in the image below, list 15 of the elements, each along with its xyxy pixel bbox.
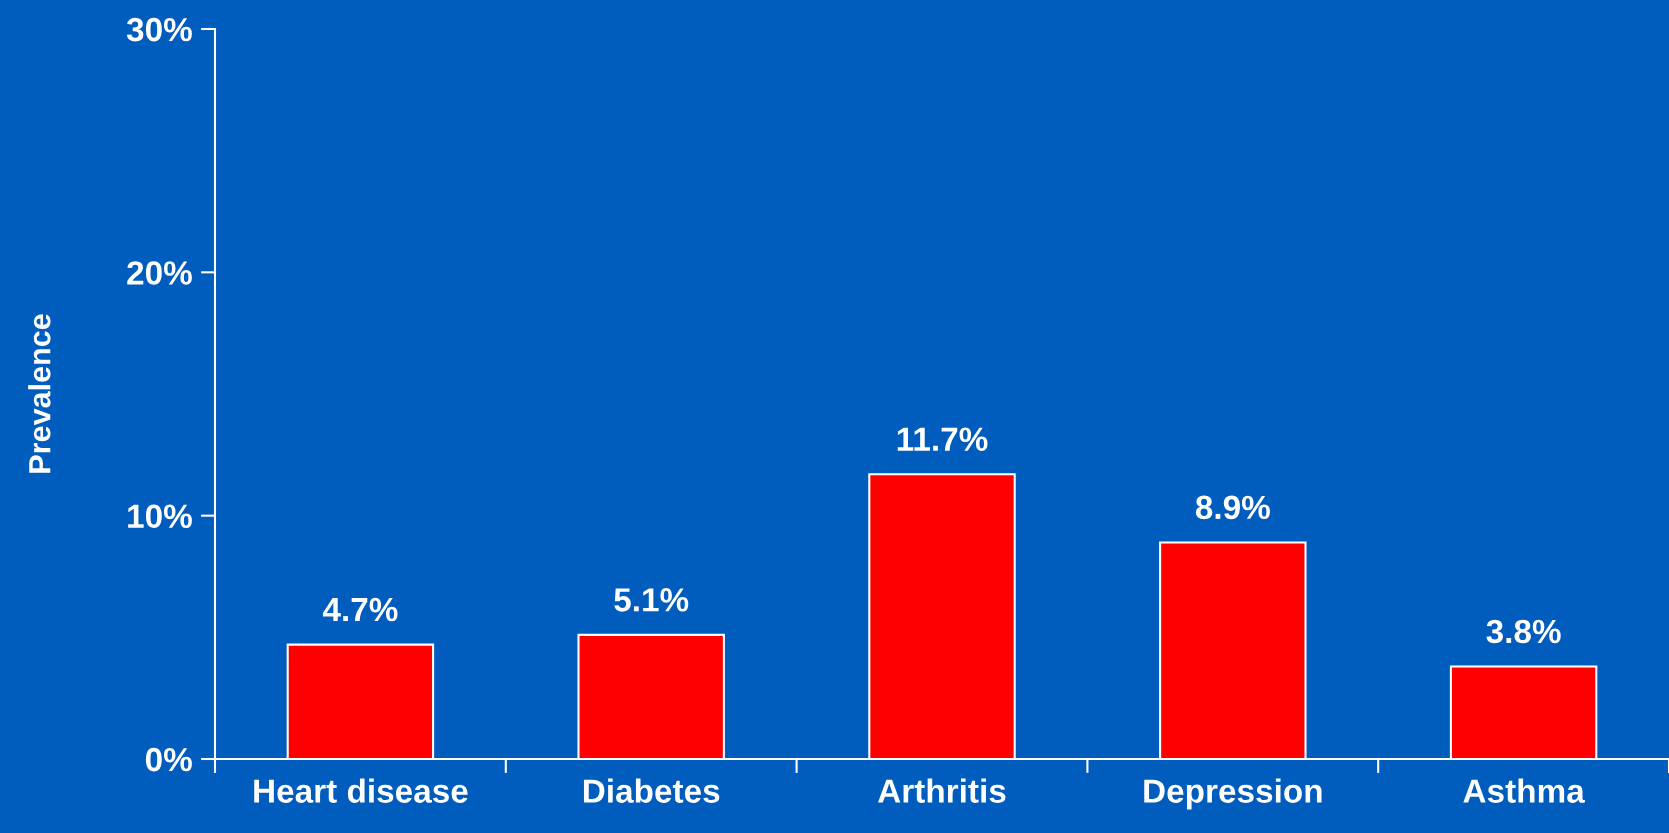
- y-tick-label: 30%: [126, 17, 192, 42]
- y-tick-label: 20%: [127, 261, 192, 285]
- y-tick-label: 10%: [128, 504, 192, 529]
- x-tick-label: Arthritis: [878, 778, 1006, 803]
- y-axis-title: Prevalence: [28, 314, 51, 473]
- data-label: 3.8%: [1486, 619, 1561, 644]
- data-label: 8.9%: [1195, 495, 1270, 520]
- y-tick-label: 0%: [145, 747, 192, 772]
- x-tick-label: Diabetes: [583, 778, 720, 803]
- x-tick-label: Asthma: [1463, 778, 1585, 803]
- data-label: 5.1%: [614, 588, 689, 612]
- x-tick-label: Depression: [1144, 778, 1322, 810]
- data-label: 11.7%: [897, 427, 988, 451]
- x-tick-label: Heart disease: [254, 778, 468, 803]
- data-label: 4.7%: [322, 597, 398, 622]
